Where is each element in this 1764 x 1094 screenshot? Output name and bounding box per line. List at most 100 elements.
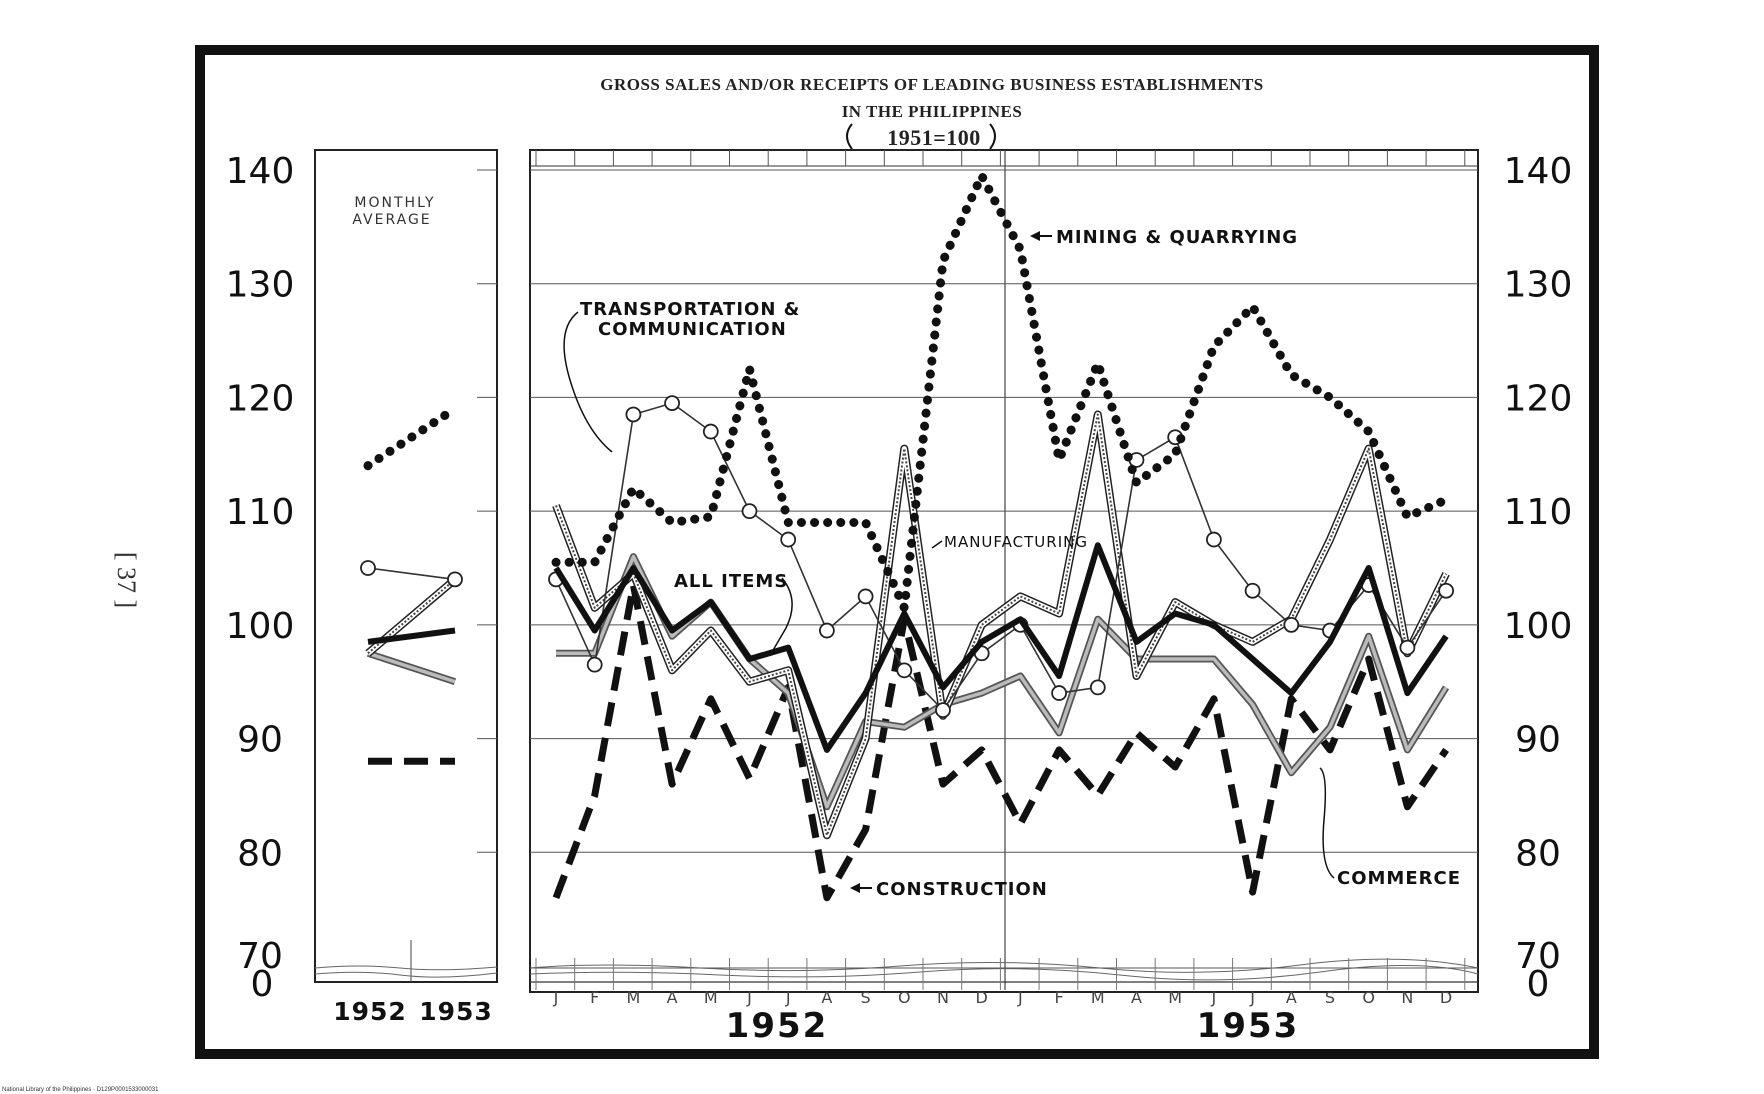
y-right-tick-80: 80 [1515, 833, 1561, 874]
series-transport-point-23 [1438, 582, 1454, 599]
y-right-tick-120: 120 [1504, 378, 1573, 419]
series-all_items-line [553, 542, 1449, 753]
label-all-items: ALL ITEMS [674, 571, 788, 592]
y-right-tick-90: 90 [1515, 720, 1561, 761]
month-label-19: A [1286, 988, 1297, 1007]
month-label-22: N [1401, 988, 1413, 1007]
series-transport-point-19 [1283, 616, 1300, 633]
series-transport-point-14 [1089, 679, 1106, 696]
series-transport-point-9 [896, 662, 913, 679]
base-note-paren-right [989, 123, 996, 150]
y-axis-left: 140 130 120 110 100 90 80 700 [226, 151, 295, 1005]
series-transport-point-18 [1244, 582, 1261, 599]
month-label-10: N [937, 988, 949, 1007]
series-transport-point-7 [819, 622, 835, 639]
y-left-tick-90: 90 [237, 720, 283, 761]
y-left-tick-70: 70 [237, 936, 283, 977]
month-label-8: S [861, 988, 871, 1007]
arrow-transport [563, 311, 613, 453]
month-label-18: J [1249, 988, 1255, 1007]
avg-commerce-inner [367, 651, 456, 684]
month-label-17: J [1211, 988, 1217, 1007]
month-label-6: J [785, 988, 791, 1007]
label-construction: CONSTRUCTION [876, 879, 1048, 900]
month-label-12: J [1017, 988, 1023, 1007]
series-transport-point-13 [1051, 685, 1067, 701]
label-transport-2: COMMUNICATION [598, 319, 787, 340]
month-label-5: J [746, 988, 752, 1007]
y-left-tick-80: 80 [237, 833, 283, 874]
month-label-20: S [1325, 988, 1335, 1007]
base-note: 1951=100 [887, 125, 981, 150]
page-number: [ 37 ] [112, 552, 141, 608]
month-label-7: A [821, 988, 832, 1007]
month-label-15: A [1131, 988, 1142, 1007]
series-transport-point-4 [702, 423, 719, 440]
y-right-tick-130: 130 [1504, 265, 1573, 306]
avg-transport-point-0 [360, 560, 376, 576]
month-label-14: M [1091, 988, 1105, 1007]
main-panel [529, 149, 1479, 993]
avg-year-1953: 1953 [419, 997, 493, 1026]
axis-break-avg-2 [314, 971, 498, 978]
arrow-commerce [1319, 767, 1335, 879]
avg-mining-line [363, 404, 460, 471]
month-label-11: D [976, 988, 988, 1007]
arrow-all-items [771, 577, 793, 653]
y-left-tick-140: 140 [226, 151, 295, 192]
series-transport-point-17 [1206, 531, 1222, 548]
avg-transport-point-1 [447, 571, 463, 588]
avg-manufacturing-texture [367, 578, 456, 655]
label-manufacturing: MANUFACTURING [944, 533, 1088, 551]
label-mining: MINING & QUARRYING [1056, 227, 1298, 248]
y-right-tick-110: 110 [1504, 492, 1573, 533]
axis-break-avg [314, 965, 498, 971]
y-left-tick-120: 120 [226, 378, 295, 419]
month-label-16: M [1168, 988, 1182, 1007]
chart-subtitle: IN THE PHILIPPINES [842, 102, 1023, 121]
monthly-average-label-2: AVERAGE [352, 212, 431, 228]
month-label-9: O [898, 988, 911, 1007]
outer-frame [195, 45, 1599, 1059]
y-left-zero: 0 [251, 964, 274, 1005]
series-transport-point-6 [780, 531, 797, 548]
y-axis-right: 140 130 120 110 100 90 80 700 [1504, 151, 1573, 1005]
footer-note: National Library of the Philippines · D1… [2, 1087, 159, 1093]
series-transport-point-8 [857, 588, 874, 605]
series-layer [360, 171, 1454, 902]
label-commerce: COMMERCE [1337, 868, 1461, 889]
average-panel [314, 149, 498, 983]
y-right-tick-70: 70 [1515, 936, 1561, 977]
month-label-4: M [704, 988, 718, 1007]
avg-transport-line [367, 567, 456, 581]
monthly-average-label-1: MONTHLY [354, 195, 435, 211]
month-label-2: M [626, 988, 640, 1007]
month-label-21: O [1362, 988, 1375, 1007]
label-transport-1: TRANSPORTATION & [580, 299, 800, 320]
month-label-13: F [1054, 988, 1063, 1007]
series-transport-point-22 [1399, 639, 1416, 656]
series-transport-point-5 [741, 503, 758, 520]
y-left-tick-100: 100 [226, 606, 295, 647]
axis-break-main-2 [529, 964, 1479, 981]
month-label-0: J [553, 988, 559, 1007]
series-transport-point-3 [664, 395, 680, 412]
base-note-paren-left [846, 123, 853, 150]
y-right-tick-100: 100 [1504, 606, 1573, 647]
series-transport-point-10 [935, 702, 951, 719]
arrow-manufacturing [931, 540, 943, 549]
arrowhead-construction [850, 883, 860, 893]
arrowhead-mining [1030, 231, 1040, 241]
y-left-tick-110: 110 [226, 492, 295, 533]
series-transport-point-1 [586, 656, 603, 673]
chart-title: GROSS SALES AND/OR RECEIPTS OF LEADING B… [600, 75, 1264, 94]
y-right-tick-140: 140 [1504, 151, 1573, 192]
year-label-1952: 1952 [726, 1006, 829, 1046]
y-left-tick-130: 130 [226, 265, 295, 306]
avg-year-1952: 1952 [333, 997, 407, 1026]
year-label-1953: 1953 [1197, 1006, 1300, 1046]
avg-all_items-line [367, 627, 456, 645]
month-label-23: D [1440, 988, 1452, 1007]
